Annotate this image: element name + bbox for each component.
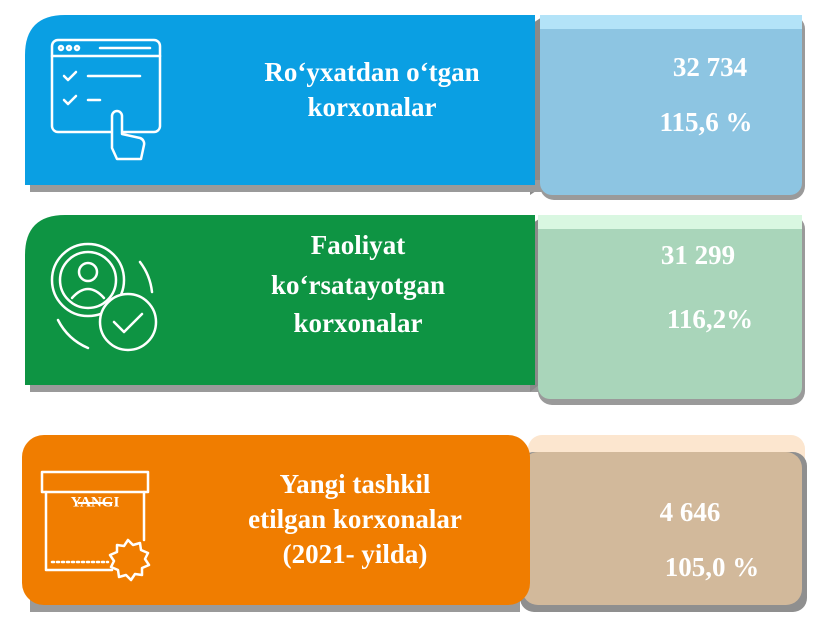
person-check-icon xyxy=(50,242,158,352)
card-value: 32 734 xyxy=(673,52,747,82)
card-title: Ro‘yxatdan o‘tgan xyxy=(264,57,479,87)
card-value: 4 646 xyxy=(660,497,721,527)
card-new xyxy=(22,435,807,612)
card-title: Yangi tashkil xyxy=(280,469,431,499)
card-value: 31 299 xyxy=(661,240,735,270)
card-title: korxonalar xyxy=(293,308,422,338)
card-percent: 115,6 % xyxy=(659,107,752,137)
card-percent: 105,0 % xyxy=(665,552,760,582)
card-percent: 116,2% xyxy=(667,304,753,334)
card-title: korxonalar xyxy=(307,92,436,122)
box-icon xyxy=(40,470,151,582)
form-icon xyxy=(50,38,162,161)
card-title: etilgan korxonalar xyxy=(248,504,462,534)
card-registered xyxy=(25,15,805,200)
card-active xyxy=(25,215,805,405)
card-title: (2021- yilda) xyxy=(283,539,428,569)
card-title: Faoliyat xyxy=(311,230,406,260)
card-title: ko‘rsatayotgan xyxy=(271,270,445,300)
